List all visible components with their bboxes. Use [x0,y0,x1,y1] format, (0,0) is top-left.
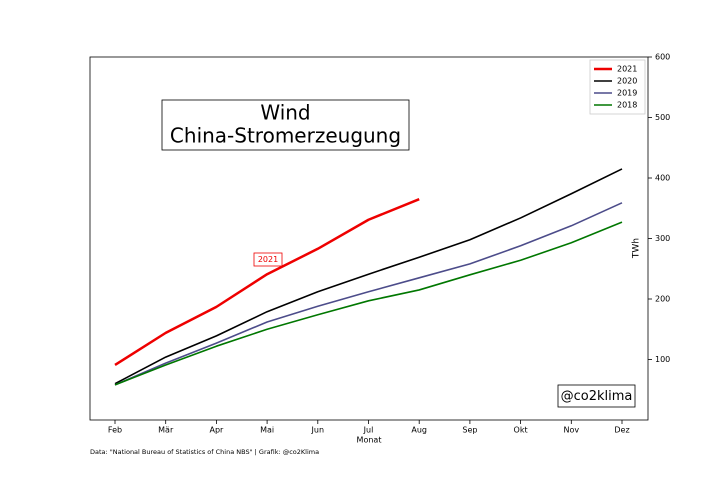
y-tick-label: 300 [655,234,670,243]
x-tick-label: Feb [108,426,122,435]
x-tick-label: Sep [462,426,477,435]
source: Data: "National Bureau of Statistics of … [90,448,319,456]
x-tick-label: Jul [363,426,374,435]
legend-label: 2020 [617,77,637,86]
chart-title: China-Stromerzeugung [170,124,401,148]
series-line [114,221,623,386]
x-tick-label: Aug [411,426,427,435]
y-tick-label: 100 [655,355,670,364]
watermark: @co2klima [561,389,633,404]
legend-label: 2018 [617,101,637,110]
chart-title: Wind [260,101,310,125]
series-line [114,202,623,386]
y-tick-label: 600 [655,53,670,62]
y-tick-label: 500 [655,113,670,122]
series-line [114,198,420,367]
annotation-box [253,252,283,267]
title-box [161,99,410,151]
legend-label: 2021 [617,65,637,74]
x-tick-label: Nov [563,426,579,435]
x-tick-label: Jun [311,426,325,435]
x-axis-label: Monat [357,436,382,445]
y-tick-label: 200 [655,295,670,304]
x-tick-label: Mär [158,426,174,435]
x-tick-label: Dez [614,426,629,435]
x-tick-label: Okt [514,426,528,435]
series-line [114,168,623,385]
legend-label: 2019 [617,89,637,98]
y-axis-label: TWh [632,238,642,259]
x-tick-label: Mai [260,426,274,435]
x-tick-label: Apr [209,426,224,435]
watermark-box [557,384,636,408]
y-tick-label: 400 [655,174,670,183]
annotation: 2021 [258,255,278,264]
